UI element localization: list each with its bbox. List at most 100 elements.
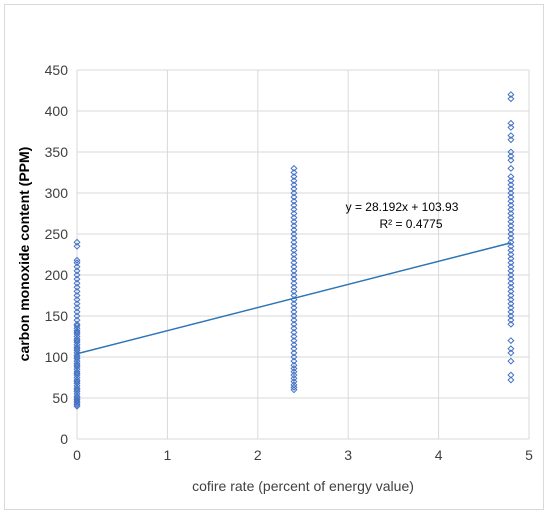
data-point xyxy=(73,256,81,264)
data-point xyxy=(507,123,515,131)
data-point xyxy=(290,324,298,332)
x-tick-label: 3 xyxy=(344,447,352,463)
data-point xyxy=(507,136,515,144)
data-point xyxy=(73,283,81,291)
data-point xyxy=(290,364,298,372)
data-point xyxy=(73,279,81,287)
data-point xyxy=(73,275,81,283)
data-point xyxy=(507,230,515,238)
data-point xyxy=(507,164,515,172)
data-point xyxy=(290,181,298,189)
data-point xyxy=(290,238,298,246)
data-point xyxy=(290,368,298,376)
data-point xyxy=(507,291,515,300)
trendline xyxy=(76,242,512,355)
data-point xyxy=(507,222,515,230)
data-point xyxy=(507,376,515,384)
data-point xyxy=(507,259,515,267)
y-tick-label: 150 xyxy=(45,308,69,324)
data-point xyxy=(507,95,515,103)
data-point xyxy=(507,226,515,234)
data-point xyxy=(507,242,515,250)
data-point xyxy=(507,193,515,201)
data-point xyxy=(290,337,298,345)
gridlines xyxy=(76,69,530,440)
data-point xyxy=(73,271,81,279)
data-point xyxy=(290,381,298,389)
data-point xyxy=(507,214,515,222)
data-point xyxy=(290,332,298,341)
data-point xyxy=(290,189,298,197)
data-point xyxy=(507,148,515,156)
data-point xyxy=(290,226,298,234)
data-point xyxy=(290,214,298,222)
data-point xyxy=(290,173,298,181)
data-point xyxy=(73,316,81,324)
data-point xyxy=(507,296,515,304)
data-point xyxy=(290,201,298,209)
data-point xyxy=(290,374,298,382)
data-point xyxy=(507,234,515,242)
data-point xyxy=(290,353,298,361)
data-point xyxy=(290,300,298,308)
x-tick-label: 0 xyxy=(73,447,81,463)
data-point xyxy=(290,371,298,379)
trendline-group xyxy=(76,242,512,355)
trendline-r2: R² = 0.4775 xyxy=(379,217,442,231)
data-point xyxy=(290,205,298,213)
data-point xyxy=(290,218,298,226)
data-point xyxy=(290,185,298,193)
trendline-equation: y = 28.192x + 103.93 xyxy=(346,200,459,214)
data-point xyxy=(290,341,298,349)
data-point xyxy=(507,246,515,254)
data-point xyxy=(507,320,515,328)
data-point xyxy=(290,316,298,324)
data-point xyxy=(290,287,298,295)
data-point xyxy=(507,156,515,164)
data-point xyxy=(290,345,298,353)
data-point xyxy=(73,263,81,271)
data-point xyxy=(290,357,298,365)
data-point xyxy=(290,222,298,230)
data-point xyxy=(73,300,81,308)
data-point xyxy=(507,201,515,209)
data-point xyxy=(73,238,81,246)
data-point xyxy=(73,320,81,328)
data-point xyxy=(507,267,515,275)
data-point xyxy=(73,242,81,250)
data-point xyxy=(507,209,515,218)
y-tick-labels: 0 50 100 150 200 250 300 350 400 450 xyxy=(45,62,69,447)
data-point xyxy=(507,197,515,205)
data-point xyxy=(290,164,298,172)
data-point xyxy=(290,255,298,263)
data-point xyxy=(290,308,298,316)
data-point xyxy=(507,177,515,185)
data-point xyxy=(290,197,298,205)
data-point xyxy=(290,361,298,369)
data-point xyxy=(507,349,515,357)
y-tick-label: 300 xyxy=(45,185,69,201)
data-point xyxy=(290,234,298,242)
x-tick-label: 5 xyxy=(525,447,533,463)
data-point xyxy=(507,238,515,246)
data-point xyxy=(290,242,298,250)
data-point xyxy=(507,287,515,295)
data-point xyxy=(290,328,298,336)
data-point xyxy=(290,209,298,218)
data-point xyxy=(290,250,298,259)
data-point xyxy=(290,279,298,287)
data-point xyxy=(507,185,515,193)
data-point xyxy=(290,267,298,275)
data-point xyxy=(73,291,81,300)
data-point xyxy=(507,275,515,283)
data-point xyxy=(507,308,515,316)
data-point xyxy=(507,304,515,312)
data-point xyxy=(507,152,515,160)
data-point xyxy=(290,283,298,291)
data-point xyxy=(290,193,298,201)
data-point xyxy=(507,345,515,353)
y-axis-title: carbon monoxide content (PPM) xyxy=(16,147,32,362)
data-point xyxy=(290,320,298,328)
data-point xyxy=(507,189,515,197)
